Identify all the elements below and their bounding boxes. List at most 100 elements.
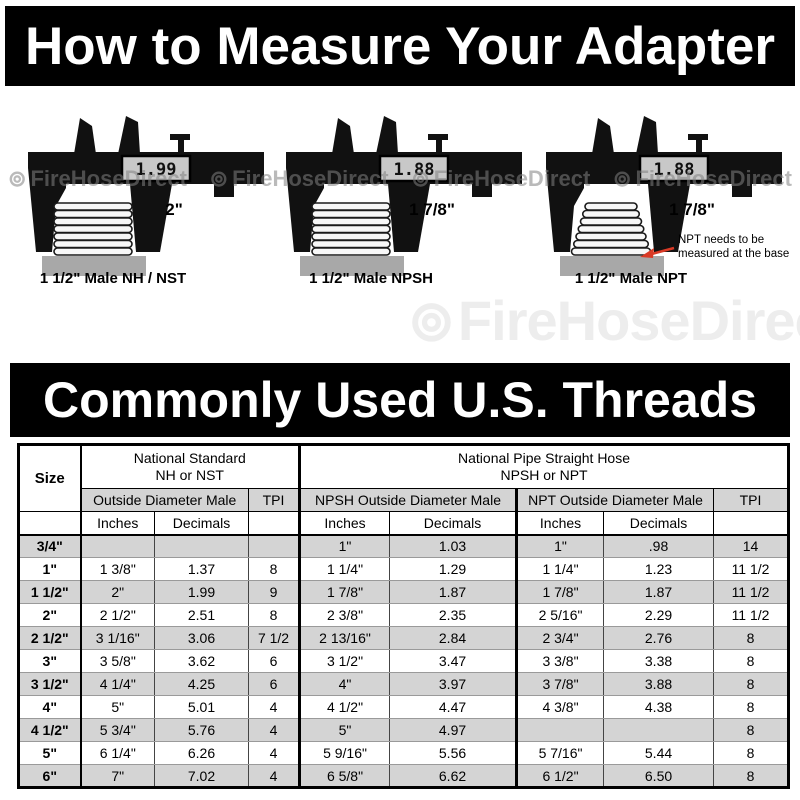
value-cell: 3.97 bbox=[389, 672, 518, 696]
value-cell: 6.62 bbox=[389, 764, 518, 788]
value-cell: 5.01 bbox=[154, 695, 249, 719]
thumb-screw-icon bbox=[688, 134, 708, 140]
value-cell: 8 bbox=[713, 695, 790, 719]
value-cell: 1 1/4" bbox=[515, 557, 605, 581]
value-cell: 5 3/4" bbox=[79, 718, 155, 742]
upper-jaw-sliding bbox=[636, 116, 658, 154]
value-cell: 2.29 bbox=[603, 603, 715, 627]
page-title: How to Measure Your Adapter bbox=[5, 6, 795, 86]
table-row: 6" 7" 7.02 4 6 5/8" 6.62 6 1/2" 6.50 8 bbox=[18, 764, 790, 788]
value-cell: 4 1/4" bbox=[79, 672, 155, 696]
value-cell: 5" bbox=[298, 718, 391, 742]
male-thread-straight bbox=[53, 202, 133, 256]
lower-jaw-fixed bbox=[286, 152, 324, 252]
col-header-nh-od: Outside Diameter Male bbox=[79, 488, 249, 512]
value-cell: 3.88 bbox=[603, 672, 715, 696]
npt-note: NPT needs to be measured at the base bbox=[640, 234, 789, 260]
value-cell: 7 1/2 bbox=[247, 626, 301, 650]
value-cell: 2 13/16" bbox=[298, 626, 391, 650]
upper-jaw-sliding bbox=[376, 116, 398, 154]
col-header-decimals: Decimals bbox=[603, 511, 715, 536]
display-reading: 1.99 bbox=[136, 160, 177, 180]
value-cell: 4.97 bbox=[389, 718, 518, 742]
value-cell: 6 bbox=[247, 649, 301, 673]
table-row: 4" 5" 5.01 4 4 1/2" 4.47 4 3/8" 4.38 8 bbox=[18, 695, 790, 719]
upper-jaw-fixed bbox=[332, 118, 354, 154]
upper-jaw-sliding bbox=[118, 116, 140, 154]
lower-jaw-sliding bbox=[388, 184, 430, 252]
value-cell: 8 bbox=[713, 764, 790, 788]
value-cell: 8 bbox=[713, 649, 790, 673]
value-cell: 1 1/4" bbox=[298, 557, 391, 581]
value-cell: 3 5/8" bbox=[79, 649, 155, 673]
value-cell: 6.50 bbox=[603, 764, 715, 788]
value-cell: 4.47 bbox=[389, 695, 518, 719]
value-cell: 1.87 bbox=[603, 580, 715, 604]
col-header-npsh-od: NPSH Outside Diameter Male bbox=[298, 488, 518, 512]
digital-display bbox=[638, 154, 710, 183]
threads-table-body: 3/4" 1" 1.03 1" .98 14 1" 1 3/8" 1.37 8 1 1/4" 1.29… bbox=[18, 534, 790, 788]
value-cell: 6 1/4" bbox=[79, 741, 155, 765]
value-cell: 8 bbox=[713, 672, 790, 696]
table-row: 2" 2 1/2" 2.51 8 2 3/8" 2.35 2 5/16" 2.29 11 1/2 bbox=[18, 603, 790, 627]
value-cell bbox=[515, 718, 605, 742]
col-group-national-pipe: National Pipe Straight Hose NPSH or NPT bbox=[298, 444, 790, 489]
size-cell: 4 1/2" bbox=[18, 718, 81, 742]
lower-jaw-fixed bbox=[546, 152, 584, 252]
size-cell: 2" bbox=[18, 603, 81, 627]
value-cell: 1" bbox=[298, 534, 391, 558]
value-cell: 2" bbox=[79, 580, 155, 604]
table-row: 3 1/2" 4 1/4" 4.25 6 4" 3.97 3 7/8" 3.88 8 bbox=[18, 672, 790, 696]
spacer-cell bbox=[247, 511, 301, 536]
col-header-decimals: Decimals bbox=[389, 511, 518, 536]
value-cell: 2 3/8" bbox=[298, 603, 391, 627]
spacer-cell bbox=[713, 511, 790, 536]
threads-table-container: Size National Standard NH or NST Nationa… bbox=[17, 443, 791, 789]
digital-display bbox=[378, 154, 450, 183]
page-title-text: How to Measure Your Adapter bbox=[25, 16, 775, 76]
value-cell: 7.02 bbox=[154, 764, 249, 788]
value-cell: 5 7/16" bbox=[515, 741, 605, 765]
value-cell: 8 bbox=[713, 741, 790, 765]
size-cell: 1" bbox=[18, 557, 81, 581]
value-cell: 1" bbox=[515, 534, 605, 558]
value-cell: .98 bbox=[603, 534, 715, 558]
table-title: Commonly Used U.S. Threads bbox=[10, 363, 790, 437]
size-cell: 5" bbox=[18, 741, 81, 765]
value-cell: 4 bbox=[247, 741, 301, 765]
thumb-screw-stem bbox=[696, 138, 702, 152]
value-cell: 4.25 bbox=[154, 672, 249, 696]
value-cell: 2.51 bbox=[154, 603, 249, 627]
value-cell: 4" bbox=[298, 672, 391, 696]
table-row: 5" 6 1/4" 6.26 4 5 9/16" 5.56 5 7/16" 5.44 8 bbox=[18, 741, 790, 765]
fitting-base bbox=[560, 256, 664, 276]
male-thread-tapered bbox=[570, 202, 652, 256]
value-cell: 1.37 bbox=[154, 557, 249, 581]
measurement-label: 1 7/8" bbox=[409, 200, 455, 219]
value-cell: 3 7/8" bbox=[515, 672, 605, 696]
value-cell: 6 bbox=[247, 672, 301, 696]
table-title-text: Commonly Used U.S. Threads bbox=[42, 372, 758, 428]
value-cell: 2 3/4" bbox=[515, 626, 605, 650]
value-cell: 3 1/16" bbox=[79, 626, 155, 650]
measurement-label: 2" bbox=[165, 200, 183, 219]
value-cell: 2.76 bbox=[603, 626, 715, 650]
value-cell: 3.62 bbox=[154, 649, 249, 673]
col-header-npt-tpi: TPI bbox=[713, 488, 790, 512]
value-cell: 8 bbox=[713, 626, 790, 650]
col-header-inches: Inches bbox=[298, 511, 391, 536]
upper-jaw-fixed bbox=[74, 118, 96, 154]
col-group-national-standard: National Standard NH or NST bbox=[79, 444, 301, 489]
value-cell: 2 1/2" bbox=[79, 603, 155, 627]
caliper-figure-npt: 1.88 1 7/8" NPT needs to be measured at … bbox=[540, 110, 790, 302]
caliper-step bbox=[214, 184, 234, 197]
digital-display bbox=[120, 154, 192, 183]
value-cell: 9 bbox=[247, 580, 301, 604]
value-cell: 3.47 bbox=[389, 649, 518, 673]
group2-line1: National Pipe Straight Hose bbox=[458, 449, 631, 466]
value-cell bbox=[79, 534, 155, 558]
size-cell: 3/4" bbox=[18, 534, 81, 558]
lower-jaw-sliding bbox=[130, 184, 172, 252]
value-cell: 3 3/8" bbox=[515, 649, 605, 673]
